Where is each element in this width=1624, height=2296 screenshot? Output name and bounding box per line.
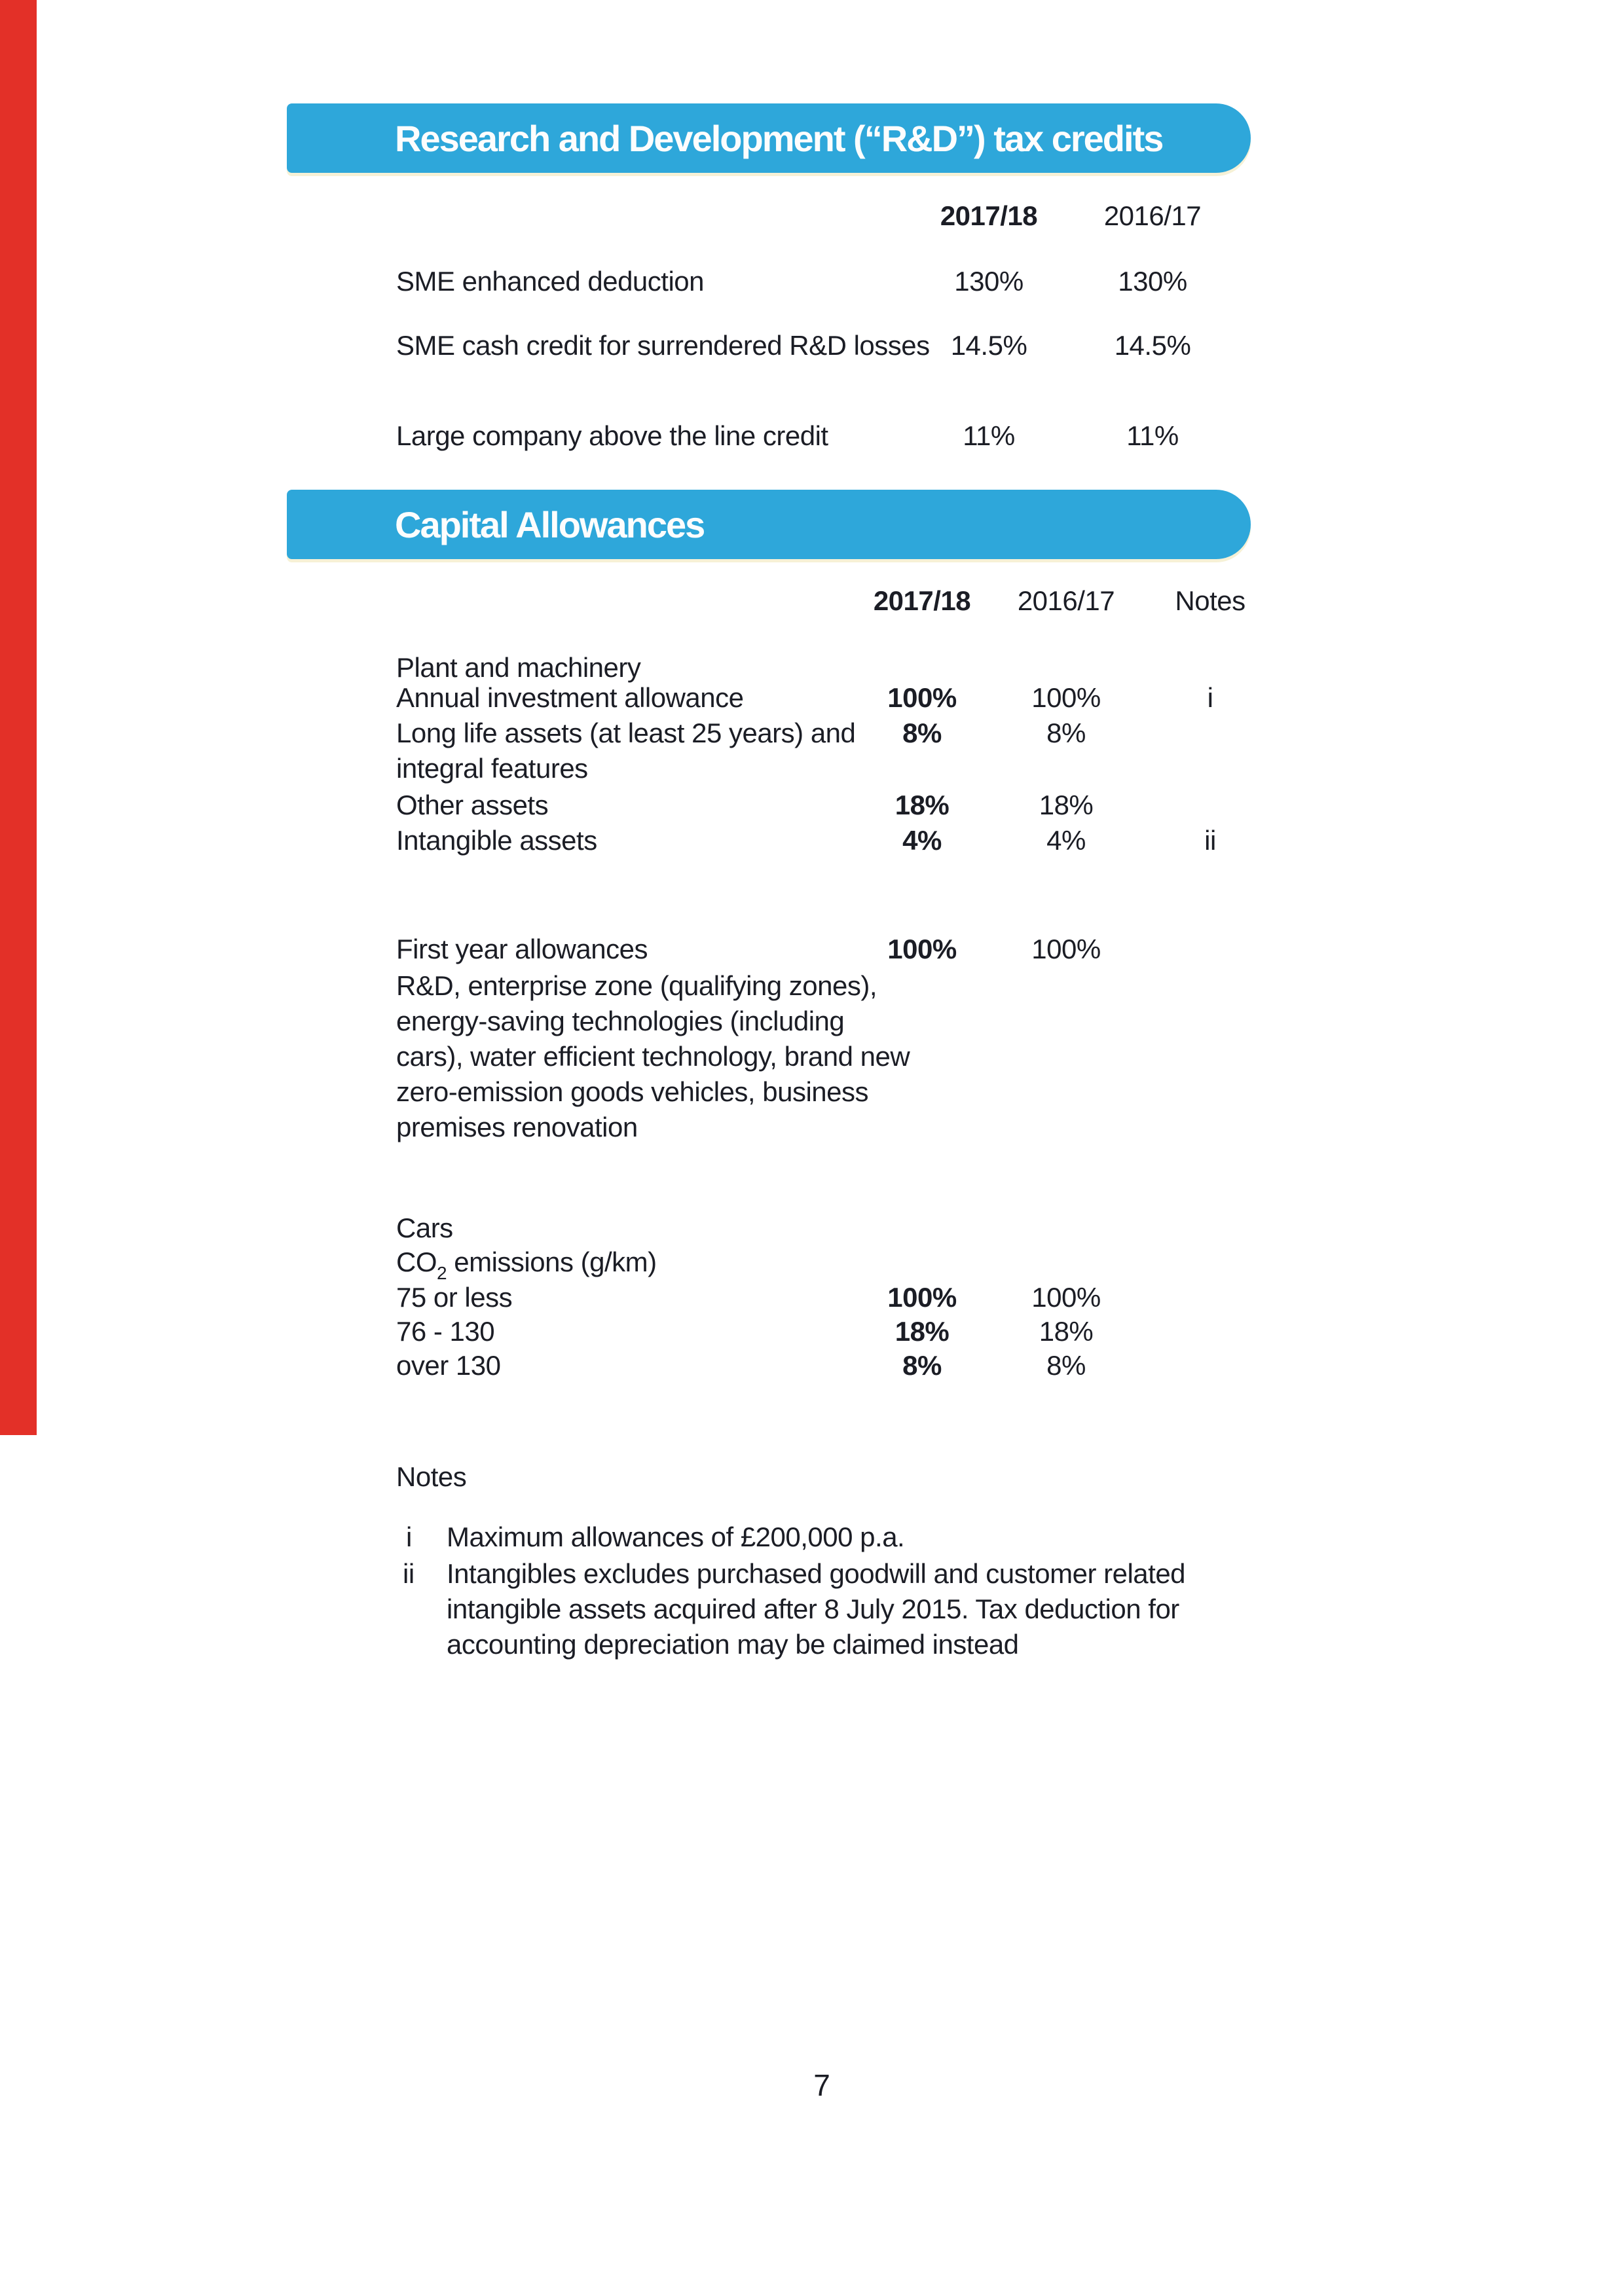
fya-description-line: cars), water efficient technology, brand… xyxy=(396,1041,910,1072)
rd-section-title: Research and Development (“R&D”) tax cre… xyxy=(395,117,1164,159)
rd-row-label: Large company above the line credit xyxy=(396,420,828,451)
fya-description-line: zero-emission goods vehicles, business xyxy=(396,1076,869,1107)
ca-row-value-2017-18: 100% xyxy=(887,1282,957,1313)
rd-row-value-2017-18: 11% xyxy=(963,420,1015,451)
ca-row-note-ref: i xyxy=(1207,682,1213,713)
ca-row-value-2016-17: 18% xyxy=(1039,1316,1094,1347)
ca-row-value-2017-18: 8% xyxy=(902,718,942,748)
red-edge-stripe xyxy=(0,0,37,1435)
note-marker: ii xyxy=(403,1558,415,1589)
ca-col-header-2016-17: 2016/17 xyxy=(1017,585,1115,616)
ca-row-note-ref: ii xyxy=(1204,825,1216,856)
ca-row-label: over 130 xyxy=(396,1350,501,1381)
rd-row-label: SME cash credit for surrendered R&D loss… xyxy=(396,330,930,361)
page-number: 7 xyxy=(813,2068,830,2102)
note-text-line: Maximum allowances of £200,000 p.a. xyxy=(447,1522,905,1552)
rd-row-value-2017-18: 14.5% xyxy=(950,330,1027,361)
rd-row-label: SME enhanced deduction xyxy=(396,266,705,297)
ca-row-label: First year allowances xyxy=(396,934,648,964)
ca-row-value-2016-17: 100% xyxy=(1031,682,1101,713)
rd-col-header-2016-17: 2016/17 xyxy=(1103,200,1202,231)
co2-suffix: emissions (g/km) xyxy=(447,1247,657,1277)
ca-row-label: Other assets xyxy=(396,790,549,820)
co2-subscript: 2 xyxy=(437,1263,447,1283)
ca-row-value-2017-18: 8% xyxy=(902,1350,942,1381)
rd-row-value-2017-18: 130% xyxy=(954,266,1024,297)
ca-row-value-2017-18: 18% xyxy=(895,790,950,820)
ca-section-banner: Capital Allowances xyxy=(287,490,1251,559)
fya-description-line: premises renovation xyxy=(396,1112,638,1142)
co2-prefix: CO xyxy=(396,1247,437,1277)
ca-row-value-2016-17: 18% xyxy=(1039,790,1094,820)
ca-row-value-2016-17: 8% xyxy=(1046,718,1086,748)
ca-group-heading-cars: Cars xyxy=(396,1212,453,1243)
rd-row-value-2016-17: 11% xyxy=(1126,420,1179,451)
ca-row-label: Intangible assets xyxy=(396,825,597,856)
rd-row-value-2016-17: 130% xyxy=(1118,266,1187,297)
ca-row-label: Annual investment allowance xyxy=(396,682,744,713)
rd-col-header-2017-18: 2017/18 xyxy=(940,200,1038,231)
ca-section-title: Capital Allowances xyxy=(395,503,705,545)
ca-row-value-2016-17: 4% xyxy=(1046,825,1086,856)
rd-row-value-2016-17: 14.5% xyxy=(1114,330,1191,361)
ca-col-header-notes: Notes xyxy=(1175,585,1246,616)
ca-row-value-2017-18: 100% xyxy=(887,682,957,713)
notes-heading: Notes xyxy=(396,1461,467,1492)
fya-description-line: energy-saving technologies (including xyxy=(396,1006,845,1036)
ca-row-label-continuation: integral features xyxy=(396,753,588,784)
note-marker: i xyxy=(406,1522,412,1552)
ca-row-value-2016-17: 100% xyxy=(1031,934,1101,964)
note-text-line: intangible assets acquired after 8 July … xyxy=(447,1594,1179,1624)
ca-row-value-2017-18: 18% xyxy=(895,1316,950,1347)
fya-description-line: R&D, enterprise zone (qualifying zones), xyxy=(396,970,877,1001)
ca-group-heading-plant: Plant and machinery xyxy=(396,652,641,683)
ca-row-label: Long life assets (at least 25 years) and xyxy=(396,718,856,748)
rd-section-banner: Research and Development (“R&D”) tax cre… xyxy=(287,103,1251,173)
co2-emissions-label: CO2 emissions (g/km) xyxy=(396,1245,657,1283)
ca-row-value-2017-18: 4% xyxy=(902,825,942,856)
ca-row-value-2017-18: 100% xyxy=(887,934,957,964)
ca-row-label: 75 or less xyxy=(396,1282,513,1313)
ca-row-label: 76 - 130 xyxy=(396,1316,495,1347)
ca-row-value-2016-17: 8% xyxy=(1046,1350,1086,1381)
note-text-line: Intangibles excludes purchased goodwill … xyxy=(447,1558,1186,1589)
note-text-line: accounting depreciation may be claimed i… xyxy=(447,1629,1019,1660)
ca-col-header-2017-18: 2017/18 xyxy=(873,585,971,616)
ca-row-value-2016-17: 100% xyxy=(1031,1282,1101,1313)
